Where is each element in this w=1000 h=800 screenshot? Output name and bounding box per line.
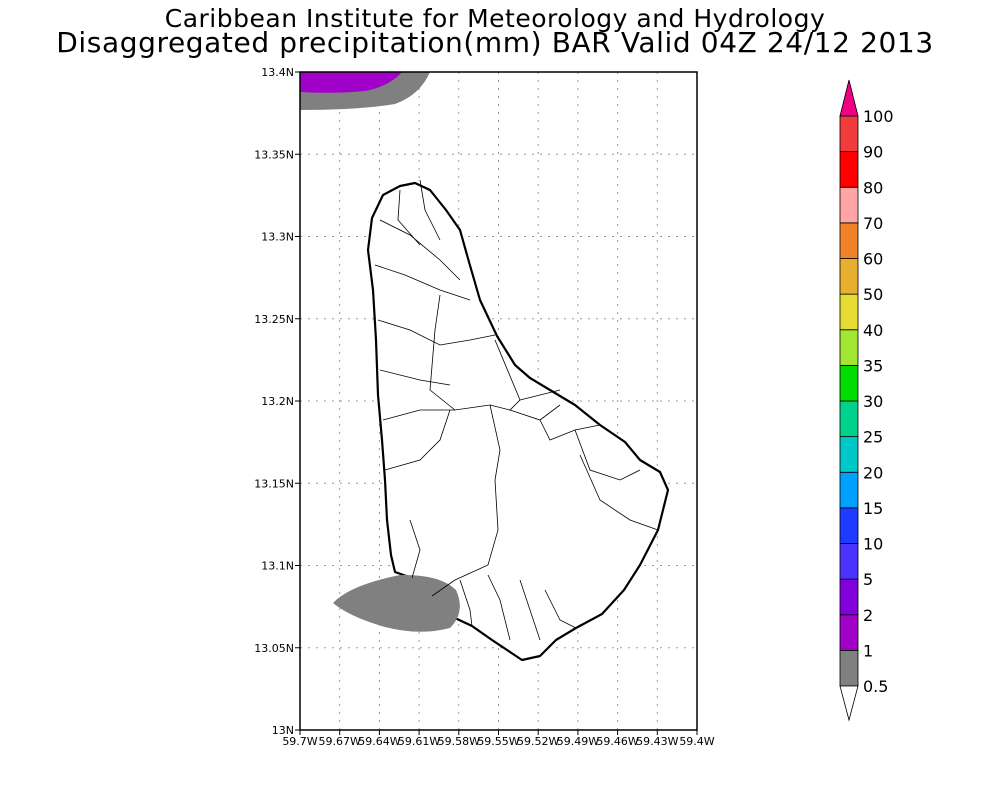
precip-area-purple-north — [300, 72, 402, 93]
colorbar-label: 100 — [863, 107, 894, 126]
lon-label: 59.58W — [438, 735, 480, 748]
chart-title-product: Disaggregated precipitation(mm) BAR Vali… — [56, 26, 934, 59]
chart-title-institute: Caribbean Institute for Meteorology and … — [164, 4, 826, 33]
colorbar-label: 25 — [863, 428, 883, 447]
colorbar-label: 5 — [863, 570, 873, 589]
lon-label: 59.49W — [557, 735, 599, 748]
colorbar-label: 90 — [863, 143, 883, 162]
lon-label: 59.64W — [358, 735, 400, 748]
colorbar-label: 20 — [863, 463, 883, 482]
colorbar-swatch — [839, 151, 859, 188]
lon-label: 59.4W — [679, 735, 714, 748]
colorbar-swatch — [839, 258, 859, 295]
colorbar-label: 1 — [863, 641, 873, 660]
island-outline — [366, 181, 670, 662]
lat-label: 13.4N — [261, 66, 294, 79]
precip-area-gray-south — [333, 574, 460, 632]
colorbar-label: 30 — [863, 392, 883, 411]
colorbar-label: 0.5 — [863, 677, 888, 696]
lon-label: 59.7W — [282, 735, 317, 748]
colorbar-label: 10 — [863, 535, 883, 554]
lon-label: 59.43W — [636, 735, 678, 748]
colorbar-swatch — [839, 543, 859, 580]
lat-label: 13.25N — [254, 313, 294, 326]
colorbar-swatch — [839, 649, 859, 687]
lat-label: 13.35N — [254, 148, 294, 161]
colorbar-swatch — [839, 222, 859, 259]
colorbar-swatch — [839, 436, 859, 473]
colorbar-swatch — [839, 293, 859, 331]
colorbar-swatch — [839, 400, 859, 438]
colorbar-label: 70 — [863, 214, 883, 233]
lon-tick-labels: 59.7W 59.67W59.64W59.61W59.58W59.55W59.52… — [282, 730, 715, 748]
lat-label: 13.2N — [261, 395, 294, 408]
colorbar-swatch — [839, 507, 859, 544]
colorbar-swatch — [839, 364, 859, 402]
lat-label: 13.3N — [261, 231, 294, 244]
colorbar-label: 2 — [863, 606, 873, 625]
lat-tick-labels: 13N 13.05N 13.1N 13.15N 13.2N 13.25N 13.3N 13.3… — [254, 66, 300, 737]
lat-label: 13.15N — [254, 477, 294, 490]
colorbar-label: 35 — [863, 356, 883, 375]
lon-label: 59.61W — [398, 735, 440, 748]
colorbar-swatch — [839, 186, 859, 224]
lon-label: 59.52W — [517, 735, 559, 748]
lat-label: 13N — [272, 724, 294, 737]
colorbar-label: 40 — [863, 321, 883, 340]
colorbar-label: 80 — [863, 178, 883, 197]
colorbar-label: 60 — [863, 250, 883, 269]
colorbar-swatch — [839, 329, 859, 366]
lon-label: 59.55W — [477, 735, 519, 748]
lon-label: 59.67W — [319, 735, 361, 748]
rivers — [374, 179, 659, 641]
colorbar-swatch — [839, 115, 859, 153]
colorbar-label: 50 — [863, 285, 883, 304]
lat-label: 13.05N — [254, 642, 294, 655]
lat-label: 13.1N — [261, 560, 294, 573]
lon-label: 59.46W — [596, 735, 638, 748]
colorbar-swatch — [839, 614, 859, 651]
colorbar-swatch — [839, 578, 859, 616]
colorbar-under-triangle — [839, 685, 859, 722]
colorbar-label: 15 — [863, 499, 883, 518]
colorbar-over-triangle — [839, 79, 859, 117]
colorbar-swatch — [839, 471, 859, 509]
